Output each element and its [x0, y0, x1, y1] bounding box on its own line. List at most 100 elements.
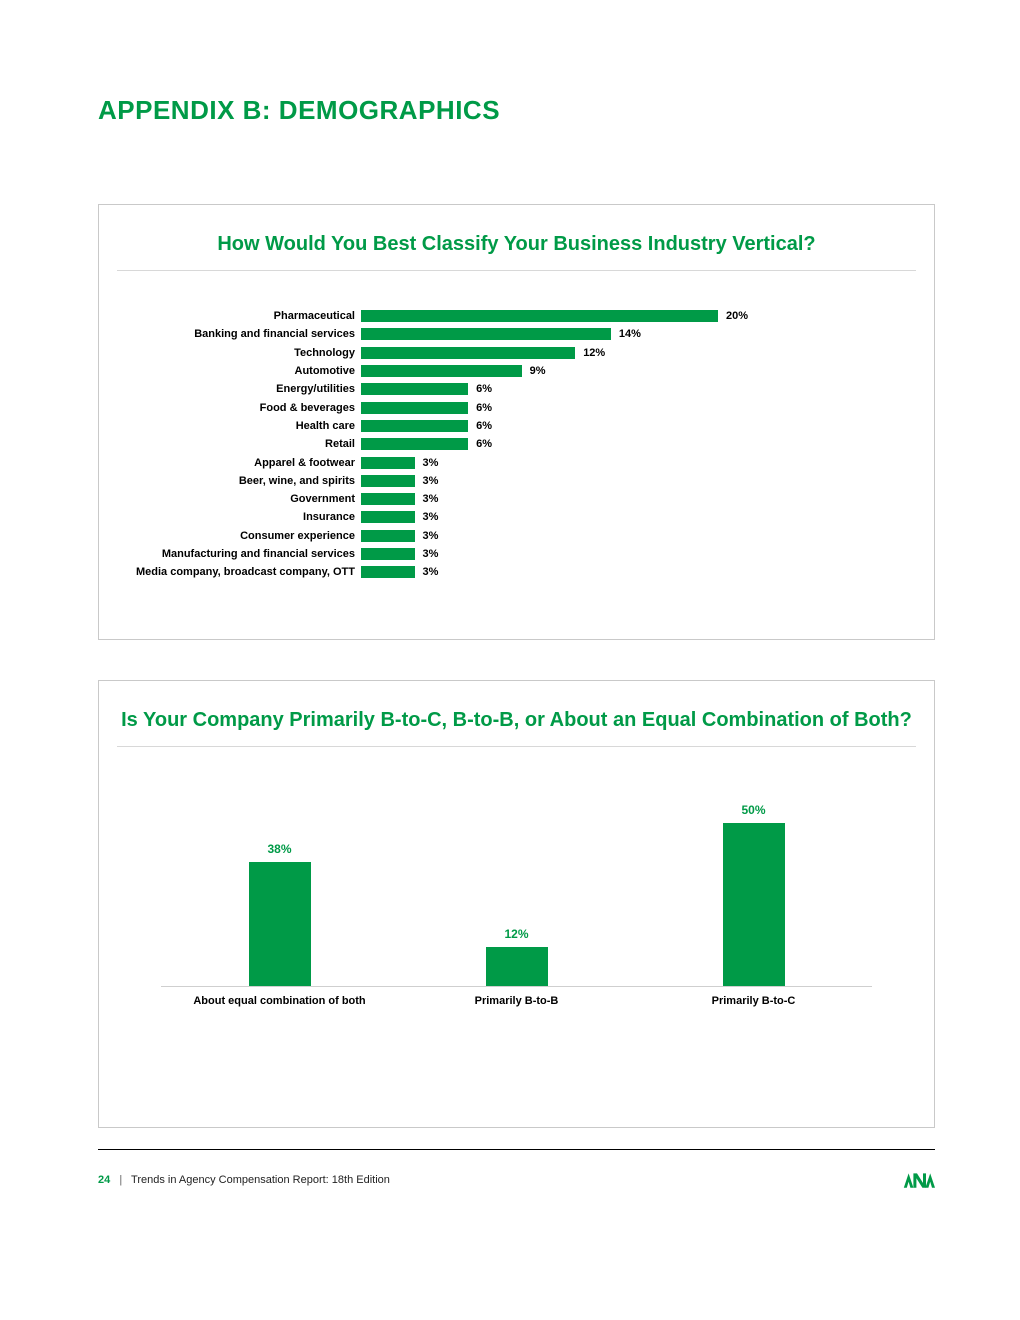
- hbar-label: Retail: [119, 438, 361, 450]
- hbar-track: 3%: [361, 475, 914, 487]
- hbar-track: 3%: [361, 511, 914, 523]
- hbar-row: Beer, wine, and spirits 3%: [119, 472, 914, 490]
- hbar-fill: [361, 420, 468, 432]
- hbar-row: Food & beverages 6%: [119, 398, 914, 416]
- hbar-fill: [361, 530, 415, 542]
- hbar-track: 6%: [361, 383, 914, 395]
- hbar-row: Banking and financial services 14%: [119, 325, 914, 343]
- hbar-value: 3%: [423, 511, 439, 523]
- vbar-fill: [249, 862, 311, 986]
- hbar-label: Pharmaceutical: [119, 310, 361, 322]
- hbar-row: Automotive 9%: [119, 362, 914, 380]
- hbar-track: 12%: [361, 347, 914, 359]
- vbar-value: 38%: [267, 842, 291, 856]
- vbar-col: 12%: [398, 927, 635, 986]
- chart-industry-vertical: How Would You Best Classify Your Busines…: [98, 204, 935, 640]
- hbar-value: 20%: [726, 310, 748, 322]
- hbar-fill: [361, 511, 415, 523]
- vbar-value: 12%: [504, 927, 528, 941]
- hbar-label: Consumer experience: [119, 530, 361, 542]
- hbar-row: Media company, broadcast company, OTT 3%: [119, 563, 914, 581]
- hbar-track: 6%: [361, 438, 914, 450]
- hbar-track: 6%: [361, 420, 914, 432]
- hbar-value: 3%: [423, 493, 439, 505]
- hbar-row: Pharmaceutical 20%: [119, 307, 914, 325]
- hbar-fill: [361, 383, 468, 395]
- hbar-label: Energy/utilities: [119, 383, 361, 395]
- hbar-row: Manufacturing and financial services 3%: [119, 545, 914, 563]
- chart2-plot-area: 38% 12% 50% About equal combination of bot…: [99, 747, 934, 1127]
- page-heading: APPENDIX B: DEMOGRAPHICS: [98, 95, 935, 126]
- ana-logo-icon: [899, 1170, 935, 1190]
- hbar-row: Apparel & footwear 3%: [119, 453, 914, 471]
- hbar-label: Apparel & footwear: [119, 457, 361, 469]
- hbar-fill: [361, 457, 415, 469]
- hbar-fill: [361, 310, 718, 322]
- hbar-track: 3%: [361, 548, 914, 560]
- vbar-label: About equal combination of both: [161, 995, 398, 1007]
- hbar-value: 6%: [476, 438, 492, 450]
- page-footer: 24 | Trends in Agency Compensation Repor…: [98, 1149, 935, 1190]
- hbar-value: 3%: [423, 475, 439, 487]
- page-number: 24: [98, 1174, 110, 1186]
- hbar-label: Banking and financial services: [119, 328, 361, 340]
- hbar-label: Insurance: [119, 511, 361, 523]
- hbar-track: 14%: [361, 328, 914, 340]
- hbar-row: Technology 12%: [119, 344, 914, 362]
- hbar-fill: [361, 566, 415, 578]
- vbar-col: 38%: [161, 842, 398, 986]
- hbar-row: Energy/utilities 6%: [119, 380, 914, 398]
- hbar-value: 6%: [476, 402, 492, 414]
- vbar-value: 50%: [741, 803, 765, 817]
- chart2-title: Is Your Company Primarily B-to-C, B-to-B…: [99, 681, 934, 746]
- hbar-fill: [361, 493, 415, 505]
- vbar-col: 50%: [635, 803, 872, 987]
- hbar-fill: [361, 402, 468, 414]
- hbar-value: 6%: [476, 420, 492, 432]
- hbar-label: Media company, broadcast company, OTT: [119, 566, 361, 578]
- hbar-label: Manufacturing and financial services: [119, 548, 361, 560]
- footer-text: 24 | Trends in Agency Compensation Repor…: [98, 1174, 390, 1186]
- hbar-row: Health care 6%: [119, 417, 914, 435]
- hbar-track: 6%: [361, 402, 914, 414]
- hbar-fill: [361, 347, 575, 359]
- hbar-label: Health care: [119, 420, 361, 432]
- hbar-track: 9%: [361, 365, 914, 377]
- hbar-row: Consumer experience 3%: [119, 527, 914, 545]
- hbar-label: Automotive: [119, 365, 361, 377]
- hbar-track: 3%: [361, 493, 914, 505]
- hbar-fill: [361, 548, 415, 560]
- vbar-label: Primarily B-to-C: [635, 995, 872, 1007]
- hbar-value: 3%: [423, 530, 439, 542]
- hbar-value: 3%: [423, 566, 439, 578]
- hbar-value: 14%: [619, 328, 641, 340]
- hbar-value: 12%: [583, 347, 605, 359]
- hbar-track: 3%: [361, 457, 914, 469]
- vbar-fill: [486, 947, 548, 986]
- hbar-row: Retail 6%: [119, 435, 914, 453]
- hbar-fill: [361, 365, 522, 377]
- chart1-plot-area: Pharmaceutical 20% Banking and financial s…: [99, 271, 934, 639]
- hbar-track: 20%: [361, 310, 914, 322]
- vbar-fill: [723, 823, 785, 987]
- hbar-fill: [361, 328, 611, 340]
- hbar-label: Government: [119, 493, 361, 505]
- hbar-label: Technology: [119, 347, 361, 359]
- hbar-row: Insurance 3%: [119, 508, 914, 526]
- chart-company-type: Is Your Company Primarily B-to-C, B-to-B…: [98, 680, 935, 1128]
- footer-rule: [98, 1149, 935, 1150]
- hbar-label: Food & beverages: [119, 402, 361, 414]
- hbar-label: Beer, wine, and spirits: [119, 475, 361, 487]
- vbar-label: Primarily B-to-B: [398, 995, 635, 1007]
- hbar-fill: [361, 438, 468, 450]
- hbar-track: 3%: [361, 566, 914, 578]
- hbar-value: 3%: [423, 457, 439, 469]
- hbar-track: 3%: [361, 530, 914, 542]
- chart1-title: How Would You Best Classify Your Busines…: [99, 205, 934, 270]
- hbar-value: 3%: [423, 548, 439, 560]
- hbar-value: 6%: [476, 383, 492, 395]
- hbar-value: 9%: [530, 365, 546, 377]
- report-title: Trends in Agency Compensation Report: 18…: [131, 1174, 390, 1186]
- hbar-fill: [361, 475, 415, 487]
- hbar-row: Government 3%: [119, 490, 914, 508]
